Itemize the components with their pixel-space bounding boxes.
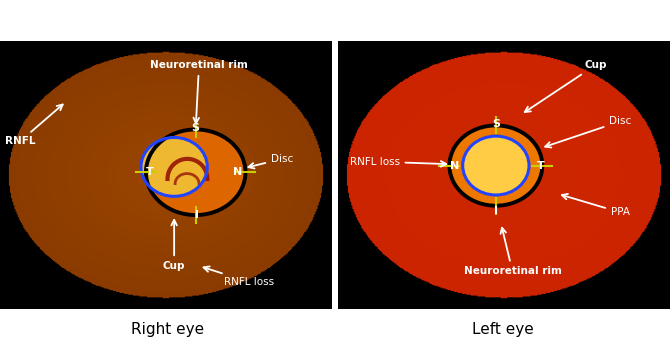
Text: RNFL: RNFL: [5, 105, 63, 146]
Text: Disc: Disc: [249, 154, 293, 168]
Ellipse shape: [463, 136, 529, 195]
Text: T: T: [145, 167, 153, 177]
Text: Cup: Cup: [163, 220, 186, 271]
Text: N: N: [450, 161, 459, 170]
Ellipse shape: [146, 129, 245, 215]
Text: Disc: Disc: [545, 116, 631, 147]
Text: S: S: [192, 123, 200, 133]
Text: RNFL loss: RNFL loss: [204, 267, 274, 287]
Text: Right eye: Right eye: [131, 322, 204, 337]
Text: RNFL loss: RNFL loss: [350, 156, 446, 167]
Text: Neuroretinal rim: Neuroretinal rim: [464, 228, 561, 276]
Text: Left eye: Left eye: [472, 322, 533, 337]
Text: T: T: [537, 161, 545, 170]
Text: Cup: Cup: [525, 60, 606, 112]
Text: I: I: [494, 206, 498, 216]
Text: I: I: [196, 210, 200, 220]
Text: Neuroretinal rim: Neuroretinal rim: [150, 60, 248, 123]
Text: PPA: PPA: [562, 194, 630, 217]
Ellipse shape: [141, 138, 207, 196]
Ellipse shape: [450, 126, 542, 206]
Text: S: S: [492, 119, 500, 129]
Text: N: N: [232, 167, 242, 177]
